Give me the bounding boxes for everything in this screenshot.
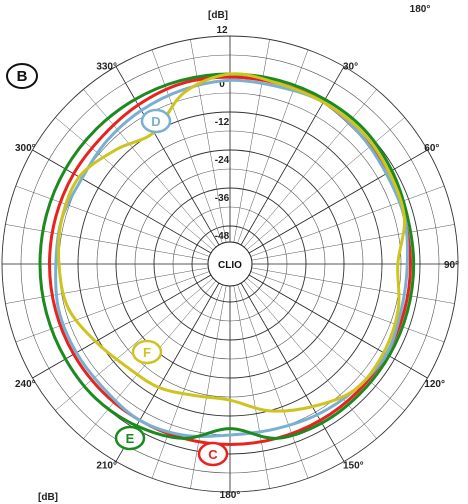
panel-label: B — [17, 68, 28, 85]
series-label-d: D — [151, 114, 160, 129]
grid-spoke — [32, 149, 231, 265]
grid-spoke — [229, 263, 405, 411]
center-label: CLIO — [218, 260, 242, 271]
angle-tick-label: 60° — [424, 143, 439, 154]
series-group: C D E F — [38, 72, 416, 467]
grid-spoke — [229, 185, 445, 265]
grid-spoke — [229, 263, 428, 379]
series-badge-f — [131, 339, 163, 365]
series-badge-d — [140, 108, 172, 134]
grid-spoke — [15, 185, 231, 265]
grid-spoke — [229, 263, 377, 439]
angle-tick-label: 120° — [424, 379, 445, 390]
grid-spoke — [229, 263, 445, 343]
grid-spoke — [229, 224, 455, 265]
angle-tick-label: 180° — [220, 490, 241, 501]
grid-spoke — [115, 66, 231, 265]
angle-tick-label: 330° — [96, 62, 117, 73]
grid-spoke — [229, 149, 428, 265]
series-curve-f — [57, 72, 407, 413]
grid-spoke — [229, 263, 270, 489]
radial-tick-label: -48 — [215, 231, 230, 242]
series-curve-d — [54, 78, 410, 439]
angle-tick-label: 150° — [343, 460, 364, 471]
angle-tick-label: 90° — [444, 260, 459, 271]
series-badge-e — [114, 425, 146, 451]
angle-tick-label: 30° — [343, 62, 358, 73]
radial-tick-label: -12 — [215, 117, 230, 128]
series-label-c: C — [208, 447, 218, 462]
corner-db-label: [dB] — [38, 492, 58, 503]
corner-angle-label: 180° — [410, 4, 431, 15]
grid-spoke — [229, 66, 345, 265]
grid-spoke — [15, 263, 231, 343]
panel-label-badge: B — [6, 63, 38, 89]
radial-tick-label: -36 — [215, 193, 230, 204]
angle-tick-label: 210° — [96, 460, 117, 471]
center-badge: CLIO — [207, 241, 253, 287]
series-curve-e — [38, 72, 416, 440]
series-label-f: F — [143, 345, 151, 360]
grid-spoke — [229, 263, 455, 304]
radial-unit-label: [dB] — [208, 10, 228, 21]
grid-spoke — [151, 263, 231, 479]
grid-spoke — [229, 263, 345, 462]
grid-spoke — [229, 263, 309, 479]
series-badge-c — [197, 441, 229, 467]
radial-tick-label: 12 — [216, 25, 228, 36]
series-label-e: E — [126, 431, 135, 446]
grid-spoke — [190, 263, 231, 489]
angle-tick-label: 240° — [15, 379, 36, 390]
angle-tick-label: 300° — [15, 143, 36, 154]
radial-tick-label: -24 — [215, 155, 230, 166]
radial-tick-label: 0 — [219, 79, 225, 90]
